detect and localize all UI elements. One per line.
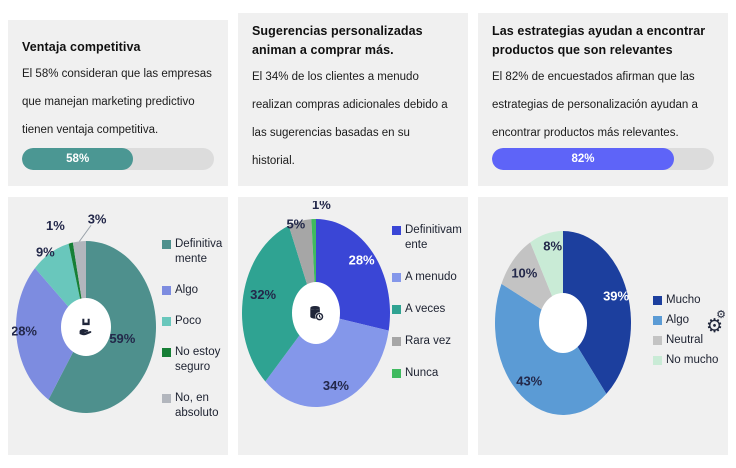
pie-slice-label: 9% — [36, 244, 55, 259]
database-coins-icon — [303, 300, 329, 326]
chart-legend: Mucho Algo Neutral No mucho — [652, 201, 724, 451]
pie-slice — [15, 268, 86, 400]
pie-slice-label: 1% — [46, 218, 65, 233]
gears-icon: ⚙ ⚙ — [704, 309, 726, 339]
pie-chart-card: 59% 28% 9% 1% 3% Definitivamente Algo Poco No e… — [8, 197, 228, 455]
legend-label: Poco — [175, 315, 202, 327]
pie-slice-label: 39% — [603, 289, 629, 304]
legend-item: A veces — [392, 302, 464, 317]
legend-item: Algo — [162, 283, 224, 298]
pie-slice-label: 10% — [511, 265, 537, 280]
pie-chart-card: 28% 34% 32% 5% 1% Definitivamente A menudo A v… — [238, 197, 468, 455]
pie-slice-label: 28% — [12, 324, 37, 339]
legend-item: No, en absoluto — [162, 391, 224, 421]
leader-line — [79, 224, 92, 242]
card-title: Ventaja competitiva — [22, 40, 141, 54]
legend-swatch — [162, 240, 171, 249]
card-description: El 34% de los clientes a menudo realizan… — [252, 71, 448, 167]
legend-label: A veces — [405, 303, 446, 315]
legend-swatch — [652, 336, 662, 345]
chart-legend: Definitivamente Algo Poco No estoy seguro No… — [162, 201, 224, 451]
legend-swatch — [162, 394, 171, 403]
legend-swatch — [652, 316, 662, 325]
legend-item: Rara vez — [392, 334, 464, 349]
progress-label: 82% — [571, 153, 595, 165]
donut-chart: 28% 34% 32% 5% 1% — [242, 201, 390, 407]
pie-slice — [495, 283, 607, 416]
legend-label: A menudo — [405, 271, 457, 283]
card-title: Sugerencias personalizadas animan a comp… — [252, 24, 423, 57]
column-estrategias-relevantes: Las estrategias ayudan a encontrar produ… — [478, 0, 728, 455]
pie-slice — [563, 231, 631, 394]
column-sugerencias-personalizadas: Sugerencias personalizadas animan a comp… — [238, 0, 468, 455]
progress-fill: 82% — [492, 148, 675, 170]
hand-give-icon — [73, 314, 99, 340]
legend-item: Definitivamente — [162, 237, 224, 267]
legend-swatch — [652, 356, 662, 365]
pie-slice-label: 28% — [349, 253, 375, 268]
gear-small-icon: ⚙ — [716, 309, 726, 321]
pie-chart-card: 39% 43% 10% 8% ⚙ ⚙ Mucho Algo Neutral No mucho — [478, 197, 728, 455]
chart-legend: Definitivamente A menudo A veces Rara vez Nu… — [392, 201, 464, 451]
pie-slice-label: 3% — [88, 212, 107, 227]
legend-label: No estoy seguro — [175, 346, 221, 373]
pie-slice — [242, 225, 316, 382]
donut-chart: 39% 43% 10% 8% — [495, 231, 631, 416]
legend-item: Algo — [652, 313, 724, 328]
gear-large-icon: ⚙ — [705, 315, 724, 337]
pie-slice — [265, 313, 389, 407]
card-description: El 82% de encuestados afirman que las es… — [492, 71, 698, 139]
pie-slice-label: 59% — [109, 331, 135, 346]
legend-label: Definitivamente — [175, 238, 223, 265]
donut-chart: 59% 28% 9% 1% 3% — [12, 212, 156, 413]
card-title: Las estrategias ayudan a encontrar produ… — [492, 24, 706, 57]
progress-label: 58% — [66, 153, 90, 165]
legend-label: Neutral — [665, 334, 704, 346]
column-ventaja-competitiva: Ventaja competitiva El 58% consideran qu… — [8, 0, 228, 455]
legend-swatch — [652, 296, 662, 305]
pie-slice-label: 32% — [250, 287, 276, 302]
stat-card: Las estrategias ayudan a encontrar produ… — [478, 13, 728, 186]
legend-item: A menudo — [392, 270, 464, 285]
stat-card: Ventaja competitiva El 58% consideran qu… — [8, 20, 228, 186]
progress-fill: 58% — [22, 148, 134, 170]
legend-swatch — [162, 286, 171, 295]
legend-swatch — [392, 337, 401, 346]
legend-item: No estoy seguro — [162, 345, 224, 375]
legend-label: Algo — [175, 284, 199, 296]
dashboard: Ventaja competitiva El 58% consideran qu… — [8, 0, 728, 455]
legend-swatch — [392, 369, 401, 378]
legend-label: Nunca — [405, 367, 439, 379]
legend-item: No mucho — [652, 353, 724, 368]
pie-slice-label: 1% — [312, 201, 331, 212]
card-description: El 58% consideran que las empresas que m… — [22, 68, 212, 136]
donut-hole — [61, 298, 111, 356]
legend-item: Mucho — [652, 293, 724, 308]
legend-swatch — [162, 348, 171, 357]
legend-item: Nunca — [392, 366, 464, 381]
pie-slice-label: 8% — [543, 239, 562, 254]
legend-label: No mucho — [665, 354, 719, 366]
legend-label: No, en absoluto — [175, 392, 219, 419]
pie-slice-label: 5% — [286, 217, 305, 232]
legend-swatch — [392, 226, 401, 235]
legend-item: Definitivamente — [392, 223, 464, 253]
legend-swatch — [392, 305, 401, 314]
legend-swatch — [392, 273, 401, 282]
legend-label: Rara vez — [405, 335, 452, 347]
legend-item: Poco — [162, 314, 224, 329]
progress-bar: 82% — [492, 148, 714, 170]
pie-slice-label: 34% — [323, 378, 349, 393]
legend-label: Definitivamente — [405, 224, 462, 251]
legend-label: Mucho — [665, 294, 701, 306]
legend-label: Algo — [665, 314, 690, 326]
progress-bar: 58% — [22, 148, 214, 170]
donut-hole — [539, 293, 587, 353]
legend-swatch — [162, 317, 171, 326]
pie-slice-label: 43% — [516, 373, 542, 388]
legend-item: Neutral — [652, 333, 724, 348]
stat-card: Sugerencias personalizadas animan a comp… — [238, 13, 468, 186]
